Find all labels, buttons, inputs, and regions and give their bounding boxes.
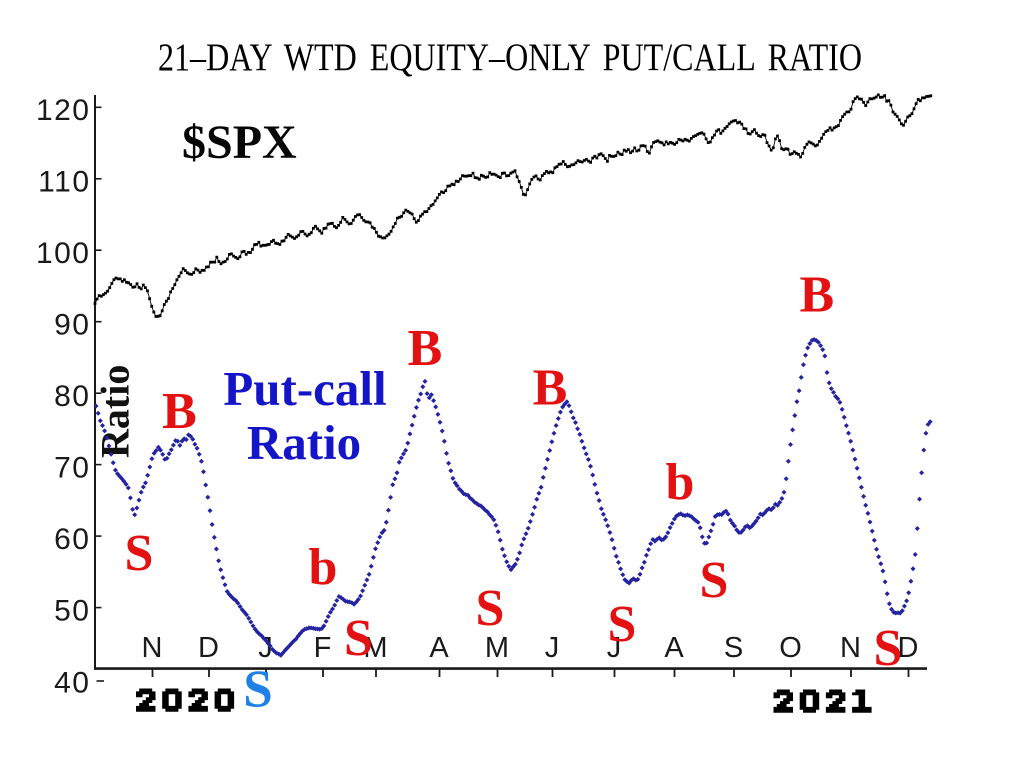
svg-text:Put-call: Put-call <box>223 361 386 416</box>
svg-text:S: S <box>243 661 272 719</box>
svg-text:N: N <box>142 632 164 664</box>
svg-text:90: 90 <box>54 309 90 342</box>
svg-text:B: B <box>799 267 834 324</box>
svg-text:D: D <box>198 632 220 664</box>
svg-text:S: S <box>874 620 903 677</box>
svg-text:M: M <box>485 632 510 664</box>
svg-text:S: S <box>608 596 637 653</box>
svg-text:M: M <box>363 632 388 664</box>
svg-text:S: S <box>724 632 744 664</box>
svg-text:S: S <box>125 525 154 582</box>
svg-text:100: 100 <box>36 237 91 270</box>
svg-text:50: 50 <box>54 594 90 627</box>
svg-text:A: A <box>664 632 684 664</box>
svg-text:B: B <box>162 383 197 440</box>
svg-text:F: F <box>314 632 333 664</box>
svg-text:70: 70 <box>54 451 90 484</box>
svg-text:B: B <box>533 360 568 417</box>
svg-text:S: S <box>700 552 729 609</box>
svg-text:40: 40 <box>54 666 90 699</box>
svg-text:D: D <box>898 632 920 664</box>
svg-text:S: S <box>476 580 505 637</box>
svg-text:110: 110 <box>38 166 90 199</box>
svg-text:$SPX: $SPX <box>182 116 297 169</box>
svg-text:B: B <box>408 320 443 377</box>
svg-text:Ratio: Ratio <box>247 415 361 470</box>
svg-text:S: S <box>344 610 373 667</box>
svg-text:b: b <box>666 454 695 511</box>
svg-text:b: b <box>309 539 338 596</box>
svg-text:O: O <box>779 632 803 664</box>
svg-text:N: N <box>840 632 862 664</box>
svg-text:A: A <box>429 632 449 664</box>
svg-text:21–DAY WTD EQUITY–ONLY PUT/CAL: 21–DAY WTD EQUITY–ONLY PUT/CALL RATIO <box>158 36 862 79</box>
svg-text:80: 80 <box>54 380 90 413</box>
svg-text:Ratio: Ratio <box>93 365 138 458</box>
svg-text:60: 60 <box>54 523 90 556</box>
svg-text:120: 120 <box>36 94 91 127</box>
svg-text:J: J <box>258 632 274 664</box>
svg-text:J: J <box>607 632 623 664</box>
svg-text:J: J <box>545 632 561 664</box>
